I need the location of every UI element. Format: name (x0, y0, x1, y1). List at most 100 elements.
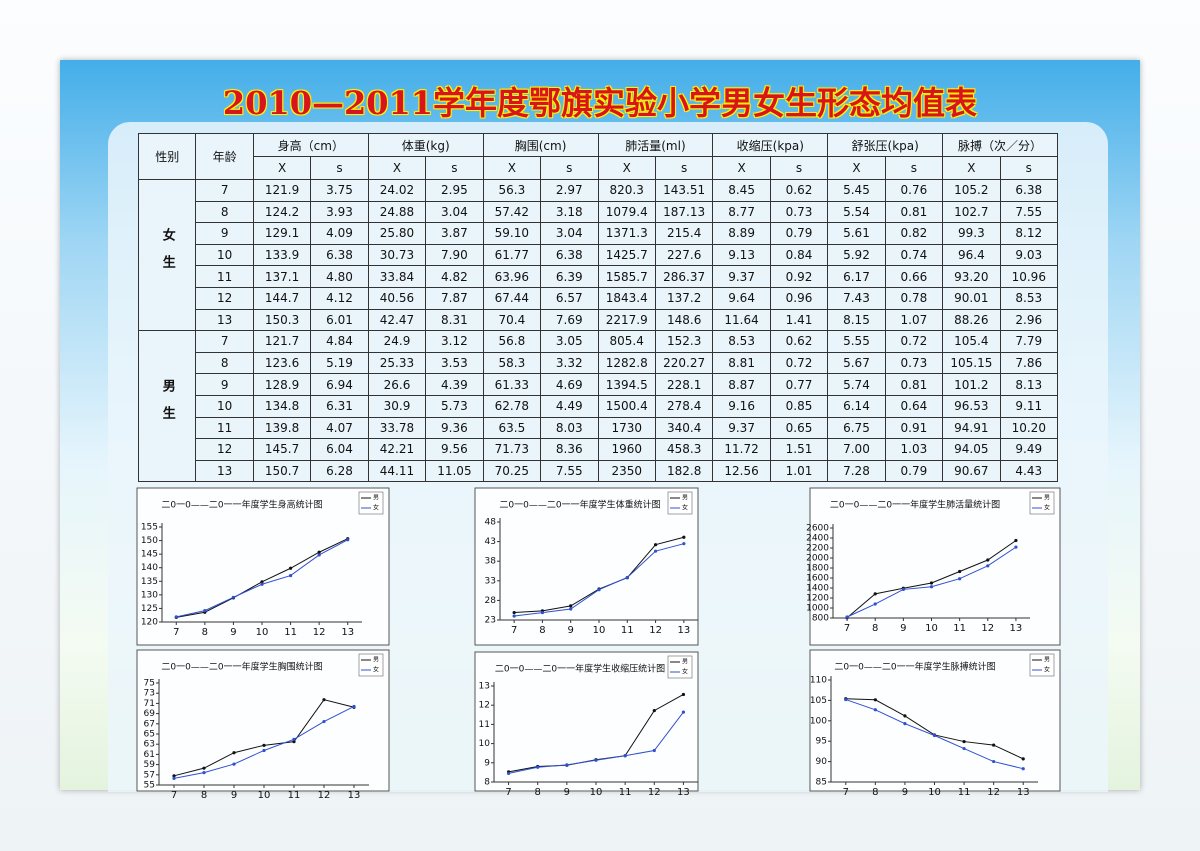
point (958, 569, 962, 574)
x-tick-label: 8 (535, 787, 541, 798)
data-cell: 3.18 (540, 200, 599, 224)
data-cell: 150.7 (252, 459, 312, 483)
data-cell: 12.56 (712, 459, 771, 483)
header-cell: 肺活量(ml) (597, 133, 714, 157)
data-cell: 71.73 (482, 438, 542, 461)
y-tick-label: 135 (141, 577, 158, 587)
y-tick-label: 9 (484, 758, 490, 768)
y-tick-label: 59 (144, 760, 156, 770)
y-tick-label: 2000 (806, 554, 829, 564)
legend (358, 491, 384, 515)
point (203, 609, 207, 613)
data-cell: 105.15 (942, 351, 1001, 375)
point (262, 743, 266, 747)
subheader-cell: X (482, 156, 542, 180)
legend-label: 男 (1044, 495, 1050, 502)
data-cell: 3.93 (310, 200, 369, 224)
point (653, 543, 658, 547)
data-cell: 8.12 (999, 222, 1059, 245)
data-cell: 152.3 (654, 330, 714, 353)
data-cell: 0.79 (769, 222, 829, 245)
point (681, 710, 686, 714)
x-tick-label: 12 (648, 787, 661, 798)
chart-frame (136, 487, 390, 646)
data-cell: 121.9 (252, 179, 312, 202)
x-tick-label: 9 (564, 787, 570, 798)
x-tick-label: 11 (288, 790, 301, 801)
legend (667, 655, 693, 679)
point (317, 550, 321, 554)
data-cell: 1843.4 (597, 286, 656, 310)
data-cell: 8.89 (712, 222, 771, 245)
data-cell: 6.28 (310, 459, 369, 483)
y-tick-label: 105 (810, 696, 827, 706)
x-tick-label: 11 (621, 625, 634, 636)
header-cell: 胸围(cm) (482, 133, 599, 157)
point (845, 615, 849, 619)
legend-label: 女 (682, 668, 688, 676)
y-tick-label: 2600 (806, 524, 829, 534)
point (597, 588, 601, 592)
data-cell: 5.61 (827, 222, 886, 245)
data-cell: 102.7 (942, 200, 1001, 224)
data-cell: 7.55 (540, 459, 599, 483)
point (903, 714, 907, 718)
x-tick-label: 7 (844, 623, 850, 634)
point (623, 754, 627, 758)
subheader-cell: s (999, 156, 1059, 180)
y-tick-label: 8 (484, 778, 490, 788)
data-cell: 11.05 (425, 459, 484, 483)
point (262, 748, 266, 753)
data-row: 11 139.8 4.07 33.78 9.36 63.5 8.03 1730 340.4 9.3… (139, 416, 1059, 440)
data-cell: 0.85 (769, 394, 829, 418)
point (681, 692, 686, 697)
point (292, 740, 296, 744)
x-tick-label: 11 (619, 787, 632, 798)
data-cell: 101.2 (942, 373, 1001, 396)
x-tick-label: 8 (202, 627, 208, 638)
y-tick-label: 71 (144, 699, 155, 709)
subheader-cell: s (540, 156, 599, 180)
point (992, 743, 996, 747)
data-cell: 1.01 (769, 459, 829, 483)
data-cell: 0.73 (769, 200, 829, 224)
point (682, 535, 686, 539)
chart-frame (474, 487, 699, 646)
data-cell: 6.38 (310, 243, 369, 267)
header-cell: 年龄 (195, 133, 254, 180)
y-tick-label: 125 (141, 604, 158, 614)
point (288, 573, 293, 578)
data-cell: 129.1 (252, 222, 312, 245)
data-row: 12 144.7 4.12 40.56 7.87 67.44 6.57 1843.4 137.2… (139, 286, 1059, 310)
y-tick-label: 110 (810, 676, 827, 686)
x-tick-label: 13 (1017, 787, 1030, 798)
x-tick-label: 9 (900, 623, 906, 634)
legend (358, 653, 384, 677)
point (569, 607, 573, 611)
data-cell: 2.95 (425, 179, 484, 202)
point (232, 762, 236, 766)
subheader-cell: X (252, 156, 312, 180)
x-tick-label: 13 (348, 790, 361, 801)
x-tick-label: 10 (593, 625, 606, 636)
data-cell: 7.86 (999, 351, 1059, 375)
data-cell: 0.62 (769, 330, 829, 353)
x-tick-label: 11 (284, 627, 297, 638)
x-tick-label: 7 (173, 627, 179, 638)
legend (1029, 491, 1055, 515)
x-tick-label: 7 (843, 787, 849, 798)
point (174, 615, 178, 619)
data-cell: 70.4 (482, 308, 542, 332)
point (202, 771, 206, 775)
y-tick-label: 1000 (806, 604, 829, 614)
point (901, 587, 905, 592)
point (682, 542, 686, 546)
gender-cell: 女生 (137, 178, 197, 332)
data-cell: 5.19 (310, 351, 369, 375)
data-cell: 0.64 (884, 394, 944, 418)
chart-title: 二0一0——二0一一年度学生体重统计图 (499, 499, 660, 511)
y-tick-label: 1800 (806, 564, 829, 574)
point (873, 592, 877, 596)
